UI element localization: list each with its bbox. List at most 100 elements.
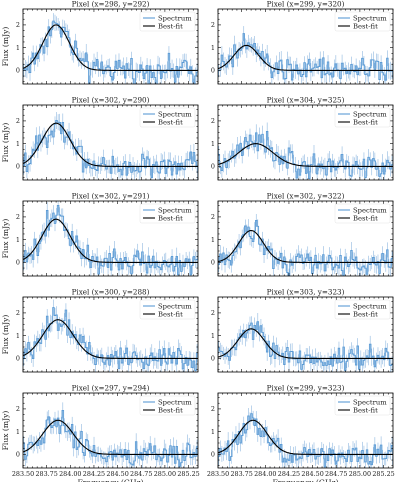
x-axis-label: Frequency (GHz)	[272, 478, 338, 482]
axes-frame	[22, 8, 199, 85]
y-tick-label: 1	[211, 428, 215, 436]
y-axis-label: Flux (mJy)	[1, 123, 10, 163]
axes-frame	[217, 296, 394, 373]
y-tick-label: 1	[16, 332, 20, 340]
panel-1: Pixel (x=298, y=292) 0 1 2 Flux (mJy) Spectru…	[1, 0, 199, 85]
y-tick-label: 2	[211, 117, 215, 125]
legend-label-spectrum: Spectrum	[353, 398, 387, 406]
x-tick-label: 283.50	[207, 470, 229, 478]
data-area	[23, 111, 198, 180]
panel-title: Pixel (x=303, y=323)	[267, 288, 345, 297]
bestfit-line	[23, 122, 198, 167]
panel-title: Pixel (x=302, y=290)	[72, 96, 150, 105]
axes-frame	[22, 296, 199, 373]
y-tick-label: 1	[211, 44, 215, 52]
y-tick-label: 0	[16, 451, 20, 459]
y-axis-label: Flux (mJy)	[1, 315, 10, 355]
legend-label-bestfit: Best-fit	[158, 310, 183, 318]
x-tick-label: 283.75	[35, 470, 57, 478]
spectrum-line	[23, 120, 198, 180]
x-tick-label: 284.50	[301, 470, 323, 478]
panel-title: Pixel (x=304, y=325)	[267, 96, 345, 105]
legend-label-bestfit: Best-fit	[353, 406, 378, 414]
legend-label-bestfit: Best-fit	[353, 310, 378, 318]
y-tick-label: 0	[211, 355, 215, 363]
panel-3: Pixel (x=302, y=290) 0 1 2 Flux (mJy) Spectru…	[1, 96, 199, 181]
axes-frame	[217, 200, 394, 277]
bestfit-line	[23, 218, 198, 263]
y-tick-label: 0	[211, 163, 215, 171]
y-tick-label: 0	[211, 259, 215, 267]
y-tick-label: 1	[211, 236, 215, 244]
x-tick-label: 284.25	[278, 470, 300, 478]
y-tick-label: 2	[16, 309, 20, 317]
legend-label-bestfit: Best-fit	[158, 214, 183, 222]
legend-label-spectrum: Spectrum	[353, 14, 387, 22]
panel-7: Pixel (x=300, y=288) 0 1 2 Flux (mJy) Spectru…	[1, 288, 199, 373]
data-area	[23, 402, 198, 468]
axes-frame	[217, 392, 394, 469]
spectrum-line	[218, 413, 393, 468]
y-tick-label: 0	[16, 355, 20, 363]
legend-label-spectrum: Spectrum	[158, 206, 192, 214]
x-tick-label: 284.75	[325, 470, 347, 478]
legend-label-spectrum: Spectrum	[353, 206, 387, 214]
data-area	[218, 26, 393, 84]
legend-label-spectrum: Spectrum	[353, 302, 387, 310]
spectrum-line	[218, 220, 393, 276]
data-area	[218, 122, 393, 180]
x-tick-label: 283.50	[12, 470, 34, 478]
panel-title: Pixel (x=299, y=323)	[267, 384, 345, 393]
y-tick-label: 1	[16, 140, 20, 148]
data-area	[218, 313, 393, 372]
legend-label-spectrum: Spectrum	[158, 14, 192, 22]
bestfit-line	[218, 229, 393, 263]
panel-title: Pixel (x=299, y=320)	[267, 0, 345, 9]
y-tick-label: 1	[16, 44, 20, 52]
y-tick-label: 0	[16, 163, 20, 171]
x-tick-label: 285.25	[372, 470, 394, 478]
y-tick-label: 0	[16, 67, 20, 75]
x-tick-label: 284.75	[130, 470, 152, 478]
legend-label-bestfit: Best-fit	[158, 406, 183, 414]
y-tick-label: 2	[16, 405, 20, 413]
data-area	[23, 299, 198, 372]
legend-label-bestfit: Best-fit	[353, 214, 378, 222]
x-tick-label: 285.00	[154, 470, 176, 478]
y-tick-label: 2	[16, 213, 20, 221]
bestfit-line	[23, 419, 198, 455]
panel-title: Pixel (x=298, y=292)	[72, 0, 150, 9]
spectrum-line	[23, 20, 198, 84]
y-tick-label: 1	[211, 332, 215, 340]
y-tick-label: 0	[211, 67, 215, 75]
bestfit-line	[218, 419, 393, 455]
axes-frame	[22, 200, 199, 277]
spectrum-line	[218, 33, 393, 81]
bestfit-line	[218, 328, 393, 359]
y-tick-label: 1	[16, 428, 20, 436]
y-tick-label: 1	[16, 236, 20, 244]
spectrum-line	[23, 204, 198, 276]
y-tick-label: 2	[16, 21, 20, 29]
panel-9: Pixel (x=297, y=294) 0 1 2 283.50 283.75 284.0…	[1, 384, 200, 482]
legend-label-bestfit: Best-fit	[353, 22, 378, 30]
axes-frame	[217, 104, 394, 181]
spectrum-line	[23, 409, 198, 467]
bestfit-line	[218, 143, 393, 167]
data-area	[218, 405, 393, 468]
axes-frame	[22, 104, 199, 181]
panel-title: Pixel (x=302, y=322)	[267, 192, 345, 201]
data-area	[218, 213, 393, 276]
x-tick-label: 285.25	[177, 470, 199, 478]
panel-title: Pixel (x=302, y=291)	[72, 192, 150, 201]
